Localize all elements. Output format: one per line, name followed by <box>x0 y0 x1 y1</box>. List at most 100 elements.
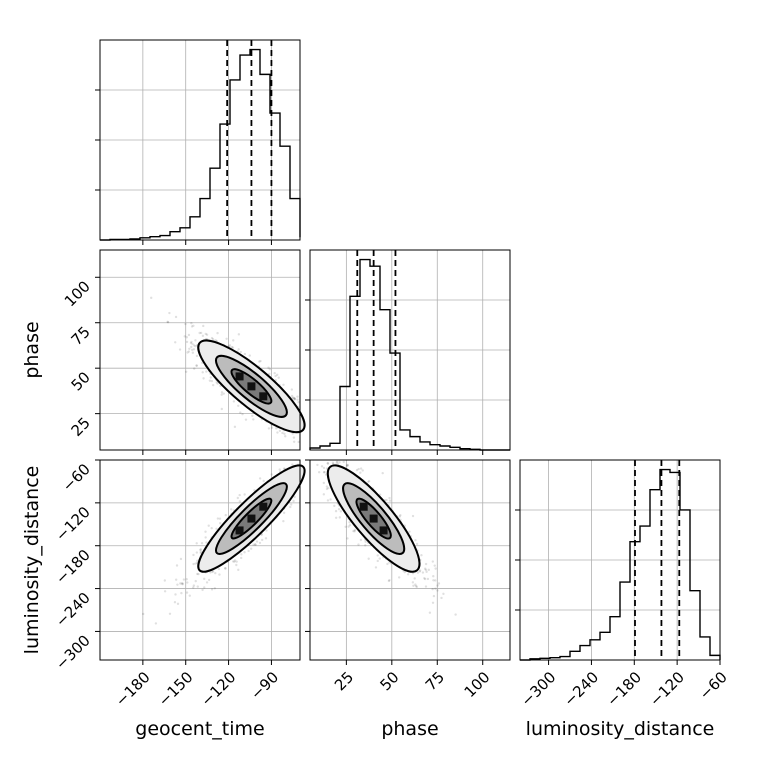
x-axis-label-luminosity-distance: luminosity_distance <box>526 718 715 740</box>
scatter-point-phase-vs-luminosity_distance <box>403 570 406 574</box>
scatter-point-geocent_time-vs-luminosity_distance <box>197 572 200 576</box>
scatter-point-geocent_time-vs-phase <box>192 344 196 347</box>
scatter-point-geocent_time-vs-phase <box>220 391 224 394</box>
scatter-point-phase-vs-luminosity_distance <box>348 523 352 527</box>
density-peak-geocent_time-vs-luminosity_distance <box>235 526 244 535</box>
scatter-point-phase-vs-luminosity_distance <box>385 498 388 502</box>
scatter-point-geocent_time-vs-luminosity_distance <box>291 463 294 466</box>
scatter-point-phase-vs-luminosity_distance <box>327 486 330 490</box>
scatter-point-geocent_time-vs-phase <box>192 348 196 351</box>
scatter-point-phase-vs-luminosity_distance <box>348 521 351 524</box>
scatter-point-geocent_time-vs-phase <box>274 374 277 378</box>
scatter-point-geocent_time-vs-luminosity_distance <box>290 503 293 506</box>
scatter-point-geocent_time-vs-phase <box>252 418 255 421</box>
scatter-point-phase-vs-luminosity_distance <box>361 469 364 472</box>
scatter-point-geocent_time-vs-luminosity_distance <box>249 547 253 550</box>
scatter-point-phase-vs-luminosity_distance <box>322 493 326 496</box>
scatter-point-geocent_time-vs-phase <box>283 432 286 436</box>
scatter-point-phase-vs-luminosity_distance <box>436 584 439 587</box>
scatter-point-geocent_time-vs-phase <box>209 376 212 379</box>
scatter-point-geocent_time-vs-luminosity_distance <box>204 536 207 539</box>
scatter-point-geocent_time-vs-luminosity_distance <box>203 577 206 581</box>
scatter-point-phase-vs-luminosity_distance <box>364 544 367 547</box>
scatter-point-geocent_time-vs-phase <box>191 351 195 354</box>
scatter-point-geocent_time-vs-phase <box>187 333 191 337</box>
scatter-point-geocent_time-vs-luminosity_distance <box>265 529 268 532</box>
scatter-point-geocent_time-vs-phase <box>239 350 242 354</box>
scatter-point-geocent_time-vs-phase <box>183 335 186 338</box>
scatter-point-geocent_time-vs-luminosity_distance <box>179 557 183 561</box>
scatter-point-geocent_time-vs-phase <box>216 382 219 385</box>
scatter-point-geocent_time-vs-phase <box>208 379 212 382</box>
scatter-point-phase-vs-luminosity_distance <box>434 567 437 570</box>
scatter-point-phase-vs-luminosity_distance <box>346 463 349 467</box>
scatter-point-geocent_time-vs-luminosity_distance <box>192 553 195 557</box>
density-peak-geocent_time-vs-phase <box>259 392 268 401</box>
x-axis-label-geocent-time: geocent_time <box>135 718 264 740</box>
scatter-point-geocent_time-vs-phase <box>233 425 237 429</box>
scatter-point-geocent_time-vs-luminosity_distance <box>163 590 167 593</box>
panel-frame-geocent_time-vs-luminosity_distance <box>99 459 301 661</box>
scatter-point-geocent_time-vs-phase <box>232 339 235 342</box>
scatter-point-phase-vs-luminosity_distance <box>424 562 428 566</box>
scatter-point-geocent_time-vs-phase <box>293 397 297 401</box>
scatter-point-geocent_time-vs-phase <box>282 383 285 387</box>
scatter-point-geocent_time-vs-phase <box>205 333 209 336</box>
scatter-point-phase-vs-luminosity_distance <box>353 530 356 533</box>
scatter-point-geocent_time-vs-phase <box>185 340 189 344</box>
scatter-point-geocent_time-vs-luminosity_distance <box>254 543 257 547</box>
scatter-point-geocent_time-vs-luminosity_distance <box>293 495 296 499</box>
scatter-point-phase-vs-luminosity_distance <box>388 578 391 582</box>
scatter-point-phase-vs-luminosity_distance <box>412 584 415 587</box>
scatter-point-geocent_time-vs-luminosity_distance <box>173 600 177 604</box>
scatter-point-geocent_time-vs-luminosity_distance <box>180 591 183 595</box>
density-peak-phase-vs-luminosity_distance <box>369 514 378 523</box>
scatter-point-geocent_time-vs-luminosity_distance <box>252 543 255 546</box>
scatter-point-phase-vs-luminosity_distance <box>338 516 342 519</box>
scatter-point-geocent_time-vs-phase <box>195 364 198 368</box>
scatter-point-phase-vs-luminosity_distance <box>386 562 389 566</box>
scatter-point-geocent_time-vs-phase <box>211 383 215 387</box>
scatter-point-geocent_time-vs-luminosity_distance <box>258 541 262 545</box>
scatter-point-phase-vs-luminosity_distance <box>338 461 341 464</box>
scatter-point-geocent_time-vs-phase <box>267 427 271 430</box>
scatter-point-phase-vs-luminosity_distance <box>325 487 329 491</box>
scatter-point-geocent_time-vs-luminosity_distance <box>192 562 195 566</box>
scatter-point-phase-vs-luminosity_distance <box>398 515 402 518</box>
scatter-point-geocent_time-vs-phase <box>277 376 280 379</box>
scatter-point-phase-vs-luminosity_distance <box>323 470 326 474</box>
scatter-point-phase-vs-luminosity_distance <box>335 461 338 464</box>
scatter-point-geocent_time-vs-phase <box>268 372 271 376</box>
scatter-point-phase-vs-luminosity_distance <box>432 574 435 578</box>
scatter-point-geocent_time-vs-luminosity_distance <box>243 493 246 496</box>
scatter-point-geocent_time-vs-luminosity_distance <box>236 496 240 500</box>
scatter-point-geocent_time-vs-phase <box>237 348 240 351</box>
scatter-point-geocent_time-vs-luminosity_distance <box>292 499 295 503</box>
scatter-point-phase-vs-luminosity_distance <box>367 557 370 560</box>
scatter-point-geocent_time-vs-luminosity_distance <box>195 542 198 545</box>
scatter-point-phase-vs-luminosity_distance <box>399 514 402 517</box>
scatter-point-geocent_time-vs-luminosity_distance <box>207 524 210 527</box>
scatter-point-geocent_time-vs-luminosity_distance <box>195 551 199 554</box>
scatter-point-geocent_time-vs-luminosity_distance <box>237 568 240 572</box>
scatter-point-phase-vs-luminosity_distance <box>357 543 360 546</box>
scatter-point-phase-vs-luminosity_distance <box>415 585 418 589</box>
histogram-luminosity_distance <box>520 468 721 661</box>
scatter-point-geocent_time-vs-luminosity_distance <box>188 594 191 597</box>
scatter-point-geocent_time-vs-phase <box>237 333 241 336</box>
scatter-point-phase-vs-luminosity_distance <box>414 538 417 542</box>
scatter-point-geocent_time-vs-luminosity_distance <box>142 612 145 616</box>
scatter-point-geocent_time-vs-phase <box>243 352 247 356</box>
scatter-point-geocent_time-vs-luminosity_distance <box>278 468 281 471</box>
scatter-point-geocent_time-vs-phase <box>202 324 205 328</box>
scatter-point-phase-vs-luminosity_distance <box>406 573 410 576</box>
scatter-point-phase-vs-luminosity_distance <box>353 528 357 532</box>
scatter-point-geocent_time-vs-phase <box>178 348 182 351</box>
scatter-point-phase-vs-luminosity_distance <box>325 485 329 488</box>
scatter-point-geocent_time-vs-phase <box>276 431 279 434</box>
scatter-point-phase-vs-luminosity_distance <box>346 537 349 540</box>
scatter-point-phase-vs-luminosity_distance <box>437 582 441 585</box>
scatter-point-phase-vs-luminosity_distance <box>347 525 350 528</box>
scatter-point-phase-vs-luminosity_distance <box>342 460 345 464</box>
